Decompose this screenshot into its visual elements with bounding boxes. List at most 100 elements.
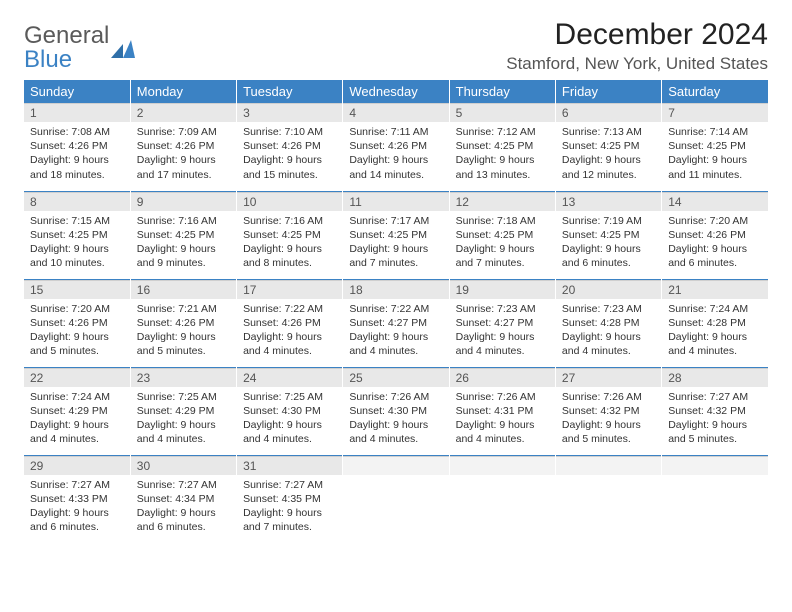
sunrise-line: Sunrise: 7:27 AM: [243, 478, 336, 492]
calendar-cell: 21 Sunrise: 7:24 AMSunset: 4:28 PMDayligh…: [662, 279, 768, 367]
sunrise-line: Sunrise: 7:23 AM: [456, 302, 549, 316]
sunset-line: Sunset: 4:26 PM: [30, 316, 124, 330]
day-body: Sunrise: 7:16 AMSunset: 4:25 PMDaylight:…: [131, 211, 236, 275]
calendar-row: 15Sunrise: 7:20 AMSunset: 4:26 PMDayligh…: [24, 279, 768, 367]
daylight-line: Daylight: 9 hours and 7 minutes.: [349, 242, 442, 270]
day-number: 1: [24, 103, 130, 122]
sunrise-line: Sunrise: 7:23 AM: [562, 302, 655, 316]
day-number: 2: [131, 103, 236, 122]
calendar-cell: 22Sunrise: 7:24 AMSunset: 4:29 PMDayligh…: [24, 367, 130, 455]
day-body: Sunrise: 7:26 AMSunset: 4:31 PMDaylight:…: [450, 387, 555, 451]
sunrise-line: Sunrise: 7:22 AM: [243, 302, 336, 316]
calendar-cell: 26Sunrise: 7:26 AMSunset: 4:31 PMDayligh…: [449, 367, 555, 455]
calendar-cell: 6Sunrise: 7:13 AMSunset: 4:25 PMDaylight…: [555, 103, 661, 191]
daylight-line: Daylight: 9 hours and 4 minutes.: [30, 418, 124, 446]
sunset-line: Sunset: 4:26 PM: [243, 139, 336, 153]
calendar-cell: 25Sunrise: 7:26 AMSunset: 4:30 PMDayligh…: [343, 367, 449, 455]
day-header: Monday: [130, 80, 236, 103]
daylight-line: Daylight: 9 hours and 4 minutes.: [668, 330, 762, 358]
daylight-line: Daylight: 9 hours and 13 minutes.: [456, 153, 549, 181]
day-body: Sunrise: 7:08 AMSunset: 4:26 PMDaylight:…: [24, 122, 130, 186]
logo: General Blue: [24, 18, 135, 72]
day-number: 6: [556, 103, 661, 122]
calendar-cell: 17Sunrise: 7:22 AMSunset: 4:26 PMDayligh…: [237, 279, 343, 367]
daylight-line: Daylight: 9 hours and 4 minutes.: [137, 418, 230, 446]
day-body: Sunrise: 7:10 AMSunset: 4:26 PMDaylight:…: [237, 122, 342, 186]
sunset-line: Sunset: 4:25 PM: [562, 139, 655, 153]
calendar-row: 8Sunrise: 7:15 AMSunset: 4:25 PMDaylight…: [24, 191, 768, 279]
sunset-line: Sunset: 4:25 PM: [349, 228, 442, 242]
daylight-line: Daylight: 9 hours and 4 minutes.: [243, 330, 336, 358]
daylight-line: Daylight: 9 hours and 6 minutes.: [562, 242, 655, 270]
daylight-line: Daylight: 9 hours and 17 minutes.: [137, 153, 230, 181]
daylight-line: Daylight: 9 hours and 5 minutes.: [668, 418, 762, 446]
day-number: 27: [556, 368, 661, 387]
daylight-line: Daylight: 9 hours and 6 minutes.: [30, 506, 124, 534]
day-body: Sunrise: 7:18 AMSunset: 4:25 PMDaylight:…: [450, 211, 555, 275]
day-header: Friday: [555, 80, 661, 103]
sunrise-line: Sunrise: 7:16 AM: [137, 214, 230, 228]
calendar-row: 22Sunrise: 7:24 AMSunset: 4:29 PMDayligh…: [24, 367, 768, 455]
day-number: 21: [662, 280, 768, 299]
calendar-cell: [662, 455, 768, 543]
calendar-cell: 15 Sunrise: 7:20 AMSunset: 4:26 PMDayligh…: [24, 279, 130, 367]
sunrise-line: Sunrise: 7:27 AM: [137, 478, 230, 492]
day-body: Sunrise: 7:14 AMSunset: 4:25 PMDaylight:…: [662, 122, 768, 186]
daylight-line: Daylight: 9 hours and 5 minutes.: [30, 330, 124, 358]
daylight-line: Daylight: 9 hours and 15 minutes.: [243, 153, 336, 181]
sunrise-line: Sunrise: 7:16 AM: [243, 214, 336, 228]
daylight-line: Daylight: 9 hours and 4 minutes.: [456, 418, 549, 446]
daylight-line: Daylight: 9 hours and 6 minutes.: [137, 506, 230, 534]
sunset-line: Sunset: 4:26 PM: [137, 316, 230, 330]
day-number: 4: [343, 103, 448, 122]
sunset-line: Sunset: 4:25 PM: [668, 139, 762, 153]
day-number: 9: [131, 192, 236, 211]
day-number: 11: [343, 192, 448, 211]
sunset-line: Sunset: 4:27 PM: [349, 316, 442, 330]
calendar-cell: 31Sunrise: 7:27 AMSunset: 4:35 PMDayligh…: [237, 455, 343, 543]
sunset-line: Sunset: 4:31 PM: [456, 404, 549, 418]
sunset-line: Sunset: 4:34 PM: [137, 492, 230, 506]
sunrise-line: Sunrise: 7:27 AM: [30, 478, 124, 492]
daylight-line: Daylight: 9 hours and 6 minutes.: [668, 242, 762, 270]
day-number: 18: [343, 280, 448, 299]
day-header-row: Sunday Monday Tuesday Wednesday Thursday…: [24, 80, 768, 103]
sunrise-line: Sunrise: 7:15 AM: [30, 214, 124, 228]
calendar-cell: 1Sunrise: 7:08 AMSunset: 4:26 PMDaylight…: [24, 103, 130, 191]
day-body: Sunrise: 7:17 AMSunset: 4:25 PMDaylight:…: [343, 211, 448, 275]
sunrise-line: Sunrise: 7:20 AM: [668, 214, 762, 228]
daylight-line: Daylight: 9 hours and 4 minutes.: [349, 418, 442, 446]
sunset-line: Sunset: 4:25 PM: [30, 228, 124, 242]
sunrise-line: Sunrise: 7:19 AM: [562, 214, 655, 228]
day-body: Sunrise: 7:27 AMSunset: 4:35 PMDaylight:…: [237, 475, 342, 539]
logo-mark-icon: [111, 40, 135, 58]
sunset-line: Sunset: 4:27 PM: [456, 316, 549, 330]
sunrise-line: Sunrise: 7:26 AM: [349, 390, 442, 404]
day-number: [343, 456, 448, 475]
day-number: 20: [556, 280, 661, 299]
sunset-line: Sunset: 4:28 PM: [668, 316, 762, 330]
sunrise-line: Sunrise: 7:11 AM: [349, 125, 442, 139]
day-number: 30: [131, 456, 236, 475]
day-number: 15: [24, 280, 130, 299]
calendar-row: 1Sunrise: 7:08 AMSunset: 4:26 PMDaylight…: [24, 103, 768, 191]
day-number: 28: [662, 368, 768, 387]
calendar-cell: 29Sunrise: 7:27 AMSunset: 4:33 PMDayligh…: [24, 455, 130, 543]
sunrise-line: Sunrise: 7:20 AM: [30, 302, 124, 316]
sunset-line: Sunset: 4:26 PM: [137, 139, 230, 153]
sunset-line: Sunset: 4:32 PM: [562, 404, 655, 418]
sunrise-line: Sunrise: 7:09 AM: [137, 125, 230, 139]
day-body: Sunrise: 7:27 AMSunset: 4:33 PMDaylight:…: [24, 475, 130, 539]
day-number: 31: [237, 456, 342, 475]
day-body: Sunrise: 7:25 AMSunset: 4:30 PMDaylight:…: [237, 387, 342, 451]
location: Stamford, New York, United States: [506, 54, 768, 74]
sunrise-line: Sunrise: 7:24 AM: [668, 302, 762, 316]
day-header: Sunday: [24, 80, 130, 103]
calendar-cell: 3Sunrise: 7:10 AMSunset: 4:26 PMDaylight…: [237, 103, 343, 191]
sunrise-line: Sunrise: 7:26 AM: [562, 390, 655, 404]
sunset-line: Sunset: 4:32 PM: [668, 404, 762, 418]
day-body: Sunrise: 7:12 AMSunset: 4:25 PMDaylight:…: [450, 122, 555, 186]
header: General Blue December 2024 Stamford, New…: [24, 18, 768, 74]
day-body: Sunrise: 7:11 AMSunset: 4:26 PMDaylight:…: [343, 122, 448, 186]
day-number: 19: [450, 280, 555, 299]
